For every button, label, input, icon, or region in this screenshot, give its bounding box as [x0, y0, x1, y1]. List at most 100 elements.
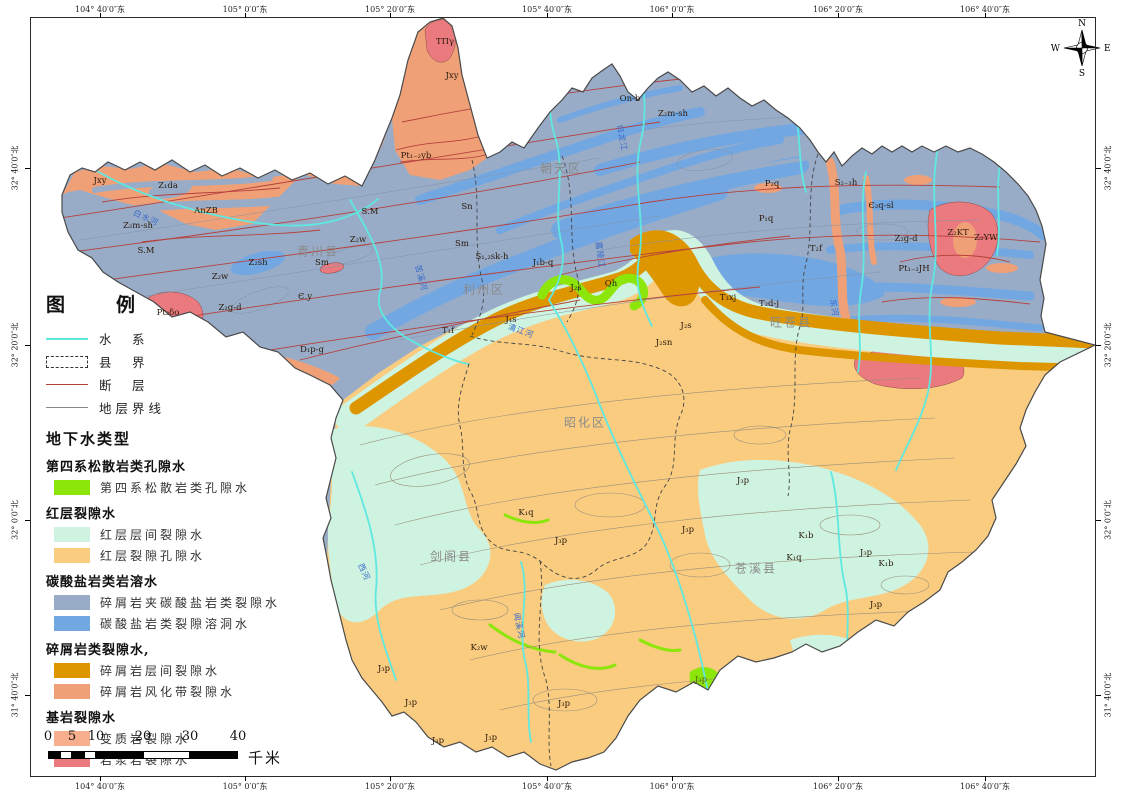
legend-line-item-label: 县 界	[99, 355, 149, 370]
scale-tick-label: 0	[43, 729, 53, 744]
scale-segment	[96, 751, 143, 759]
axis-tick	[672, 776, 673, 781]
scale-unit-label: 千米	[248, 749, 283, 767]
scale-segment	[48, 751, 60, 759]
legend-line-symbols: 水 系县 界断 层地层界线	[46, 327, 304, 419]
strata-symbol	[46, 407, 88, 408]
legend-item: 第四系松散岩类孔隙水	[46, 479, 304, 496]
latitude-label: 31° 40′0″北	[1103, 672, 1113, 718]
legend-item: 变质岩裂隙水	[46, 730, 304, 747]
compass-rose: N E S W	[1051, 19, 1111, 79]
legend: 图 例 水 系县 界断 层地层界线 地下水类型 第四系松散岩类孔隙水 第四系松散岩…	[46, 290, 304, 772]
legend-item-label: 红层层间裂隙水	[100, 528, 206, 542]
axis-tick	[1096, 168, 1101, 169]
scale-tick-label: 10	[87, 729, 105, 744]
latitude-label: 32° 40′0″北	[1103, 145, 1113, 191]
compass-w-label: W	[1051, 44, 1061, 54]
longitude-label: 105° 0′0″东	[222, 782, 268, 791]
scale-tick-label: 5	[67, 729, 77, 744]
latitude-label: 32° 40′0″北	[10, 145, 20, 191]
longitude-label: 106° 0′0″东	[649, 5, 695, 14]
legend-color-swatch	[54, 731, 90, 746]
latitude-label: 31° 40′0″北	[10, 672, 20, 718]
axis-tick	[1096, 345, 1101, 346]
legend-groups: 第四系松散岩类孔隙水 第四系松散岩类孔隙水 红层裂隙水 红层层间裂隙水 红层裂隙孔隙水碳…	[46, 456, 304, 768]
longitude-label: 104° 40′0″东	[75, 782, 125, 791]
legend-line-item: 地层界线	[46, 396, 304, 419]
longitude-label: 106° 40′0″东	[960, 782, 1010, 791]
scale-segment	[190, 751, 238, 759]
scale-tick-label: 20	[134, 729, 152, 744]
river-symbol	[46, 337, 88, 340]
longitude-label: 105° 0′0″东	[222, 5, 268, 14]
salmon-core	[953, 222, 977, 258]
longitude-label: 105° 20′0″东	[365, 782, 415, 791]
axis-tick	[25, 520, 30, 521]
scale-segment	[143, 751, 190, 759]
longitude-label: 106° 20′0″东	[813, 782, 863, 791]
legend-line-item: 水 系	[46, 327, 304, 350]
legend-line-item: 断 层	[46, 373, 304, 396]
longitude-label: 105° 40′0″东	[522, 782, 572, 791]
legend-color-swatch	[54, 595, 90, 610]
axis-tick	[1096, 695, 1101, 696]
legend-item: 碎屑岩夹碳酸盐岩类裂隙水	[46, 594, 304, 611]
longitude-label: 104° 40′0″东	[75, 5, 125, 14]
compass-n-label: N	[1078, 19, 1086, 29]
fault-symbol	[46, 383, 88, 386]
legend-color-swatch	[54, 616, 90, 631]
latitude-label: 32° 20′0″北	[1103, 322, 1113, 368]
latitude-label: 32° 20′0″北	[10, 322, 20, 368]
legend-line-item: 县 界	[46, 350, 304, 373]
legend-color-swatch	[54, 527, 90, 542]
scale-tick-label: 40	[229, 729, 247, 744]
axis-tick	[1096, 520, 1101, 521]
legend-item-label: 变质岩裂隙水	[100, 732, 191, 746]
legend-item: 碎屑岩风化带裂隙水	[46, 683, 304, 700]
legend-group-header: 碎屑岩类裂隙水,	[46, 643, 150, 658]
legend-line-item-label: 地层界线	[99, 401, 166, 416]
axis-tick	[25, 345, 30, 346]
axis-tick	[547, 776, 548, 781]
scale-segment	[84, 751, 96, 759]
axis-tick	[838, 776, 839, 781]
legend-item: 红层裂隙孔隙水	[46, 547, 304, 564]
legend-line-item-label: 断 层	[99, 378, 149, 393]
legend-title: 图 例	[46, 294, 152, 316]
axis-tick	[245, 776, 246, 781]
legend-group-header: 基岩裂隙水	[46, 711, 117, 726]
legend-color-swatch	[54, 684, 90, 699]
axis-tick	[25, 695, 30, 696]
axis-tick	[25, 168, 30, 169]
legend-item-label: 碳酸盐岩类裂隙溶洞水	[100, 617, 251, 631]
axis-tick	[838, 13, 839, 18]
axis-tick	[100, 13, 101, 18]
region-outline	[61, 17, 1097, 771]
legend-item-label: 碎屑岩风化带裂隙水	[100, 685, 236, 699]
axis-tick	[547, 13, 548, 18]
scale-tick-label: 30	[181, 729, 199, 744]
legend-subtitle: 地下水类型	[46, 430, 132, 448]
county-boundaries	[457, 153, 819, 767]
longitude-label: 106° 40′0″东	[960, 5, 1010, 14]
longitude-label: 106° 20′0″东	[813, 5, 863, 14]
axis-tick	[390, 13, 391, 18]
latitude-label: 32° 0′0″北	[10, 500, 20, 540]
legend-group-header: 红层裂隙水	[46, 507, 117, 522]
legend-color-swatch	[54, 663, 90, 678]
legend-item-label: 第四系松散岩类孔隙水	[100, 481, 251, 495]
axis-tick	[100, 776, 101, 781]
scale-bar: 千米 0 5 10 20 30 40	[40, 729, 320, 773]
legend-color-swatch	[54, 548, 90, 563]
legend-item: 红层层间裂隙水	[46, 526, 304, 543]
axis-tick	[245, 13, 246, 18]
quaternary-pore-water	[488, 273, 682, 670]
axis-tick	[985, 13, 986, 18]
legend-item-label: 碎屑岩层间裂隙水	[100, 664, 221, 678]
longitude-label: 105° 20′0″东	[365, 5, 415, 14]
legend-item: 碳酸盐岩类裂隙溶洞水	[46, 615, 304, 632]
legend-line-item-label: 水 系	[99, 332, 149, 347]
longitude-label: 105° 40′0″东	[522, 5, 572, 14]
axis-tick	[985, 776, 986, 781]
